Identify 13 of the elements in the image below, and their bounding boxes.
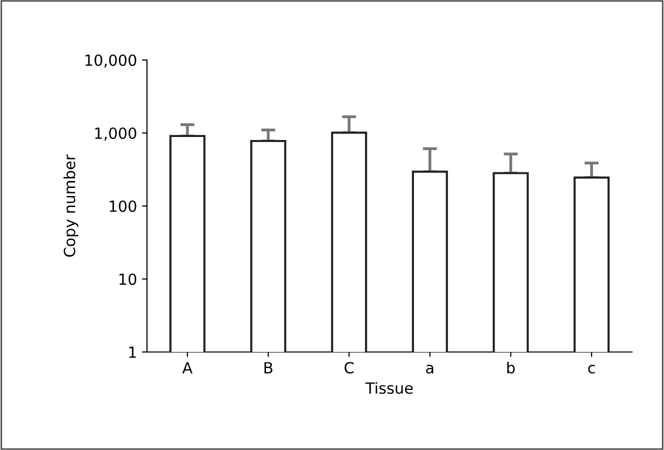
y-tick-label: 10: [120, 273, 136, 286]
x-tick-label: a: [426, 364, 434, 374]
x-tick-label: c: [588, 364, 595, 374]
y-axis-title: Copy number: [63, 154, 78, 257]
x-tick-label: B: [264, 362, 272, 374]
x-axis-title: Tissue: [365, 382, 413, 394]
y-tick-label: 100: [110, 200, 136, 212]
y-tick-label: 1,000: [95, 127, 136, 141]
x-tick-label: C: [344, 362, 354, 374]
x-tick-label: b: [507, 362, 515, 374]
y-tick-label: 1: [129, 346, 136, 358]
y-tick-label: 10,000: [86, 54, 136, 68]
x-tick-label: A: [182, 362, 193, 374]
